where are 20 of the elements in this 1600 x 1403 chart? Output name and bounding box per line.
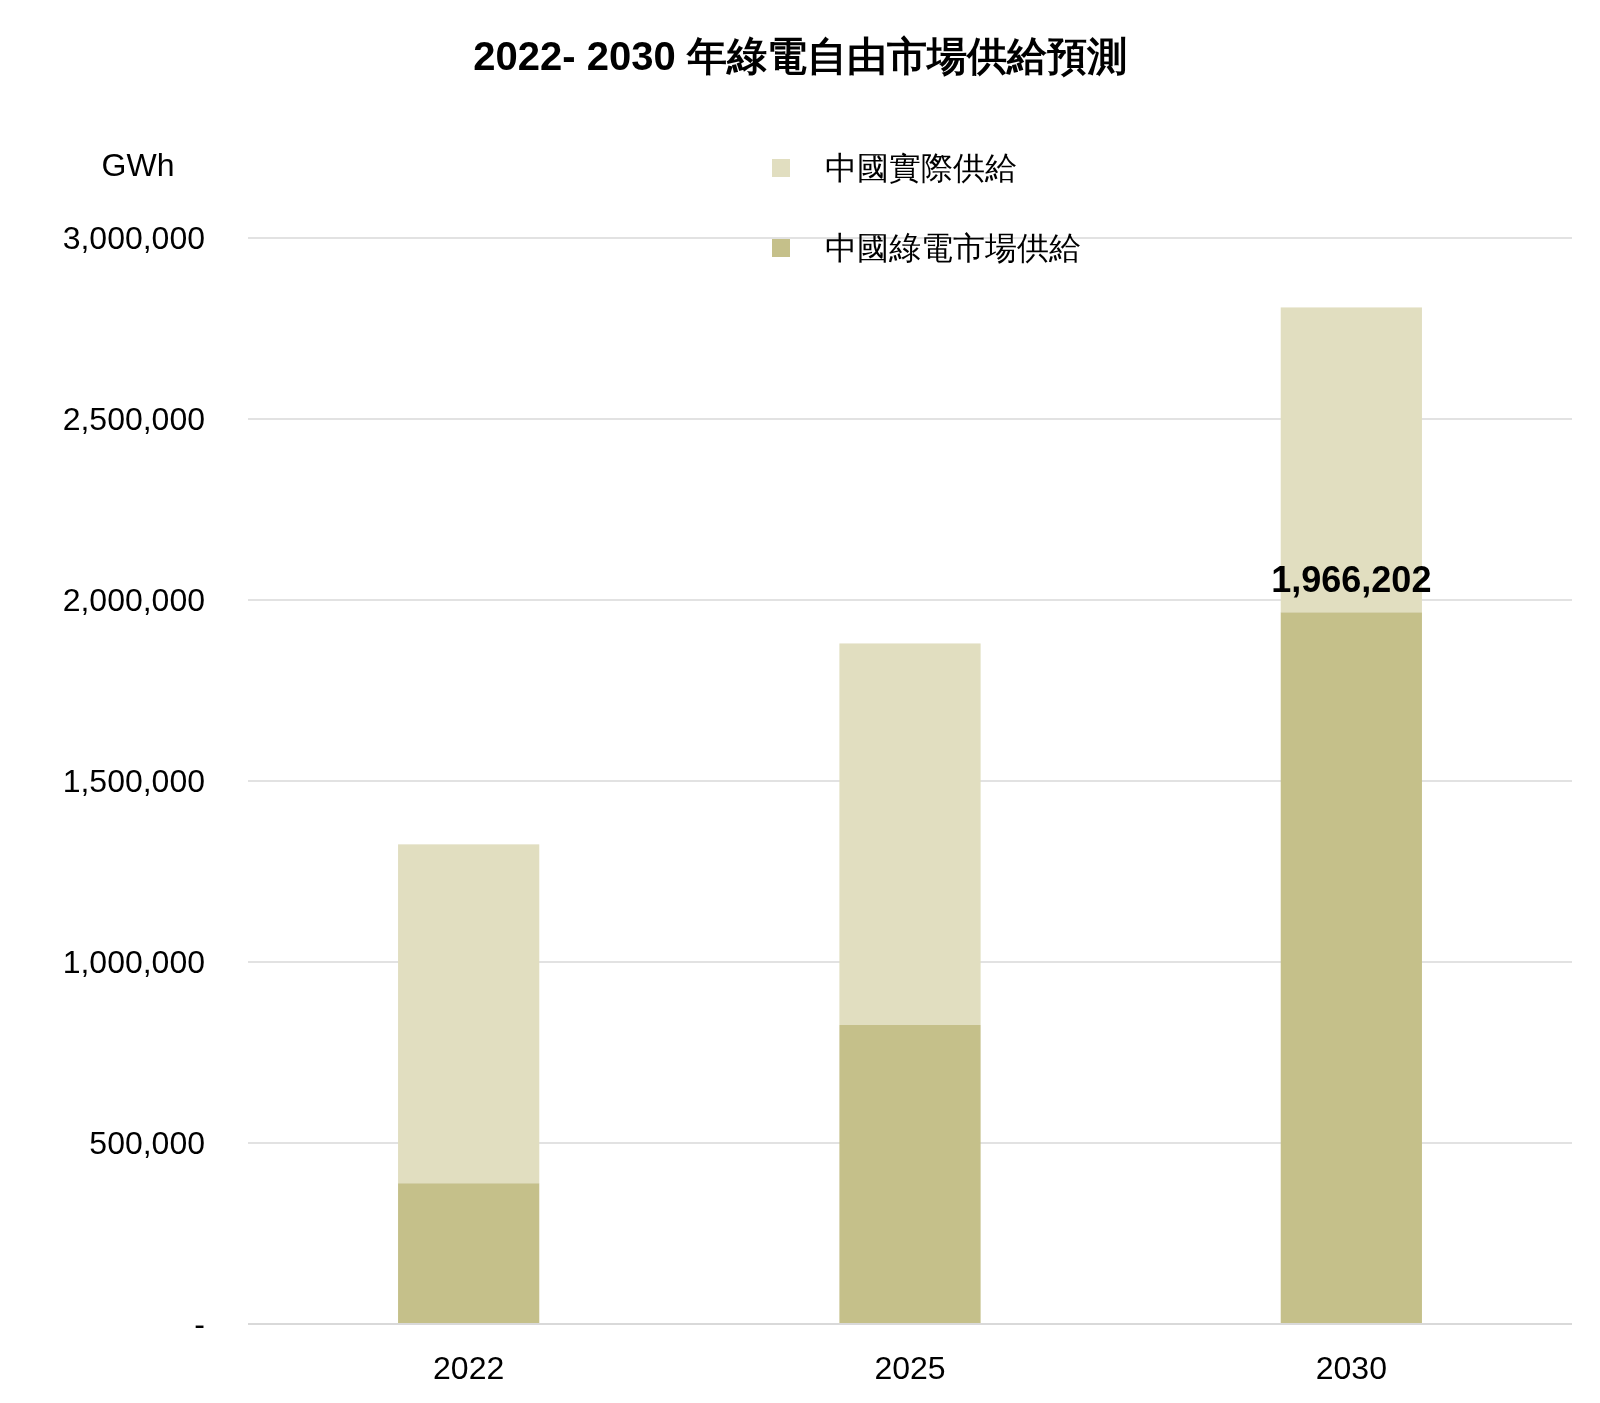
y-tick-label: 3,000,000 [62,220,205,257]
y-tick-label: - [194,1306,205,1343]
chart-title: 2022- 2030 年綠電自由市場供給預測 [473,34,1127,78]
x-tick-label: 2030 [1315,1350,1387,1386]
y-axis-title: GWh [101,147,175,183]
bar [398,844,540,1184]
data-label: 1,966,202 [1271,559,1432,601]
x-tick-label: 2022 [433,1350,505,1386]
bar [398,1183,540,1324]
y-tick-label: 2,000,000 [62,582,205,619]
y-tick-label: 1,000,000 [62,944,205,981]
y-tick-label: 2,500,000 [62,401,205,438]
legend-label: 中國實際供給 [825,150,1017,187]
x-tick-label: 2025 [874,1350,946,1386]
bar [839,643,981,1025]
y-tick-label: 1,500,000 [62,763,205,800]
y-tick-label: 500,000 [89,1125,205,1162]
legend-label: 中國綠電市場供給 [825,230,1081,267]
bar [1280,612,1422,1324]
bar [839,1024,981,1324]
